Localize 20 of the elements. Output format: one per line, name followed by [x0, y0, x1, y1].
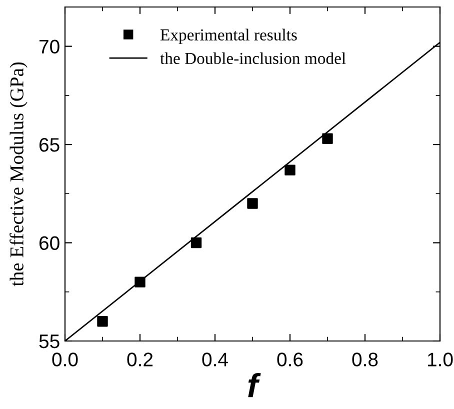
y-tick-label: 70 [40, 40, 60, 54]
legend-label: Experimental results [160, 28, 297, 44]
x-tick-label: 0.6 [277, 352, 303, 366]
y-tick-label: 55 [39, 334, 60, 348]
x-tick-label: 1.0 [428, 352, 453, 366]
point [322, 133, 333, 144]
point [190, 237, 202, 248]
x-tick-label: 0.8 [352, 352, 378, 366]
point [284, 164, 296, 176]
x-tick-label: 0.4 [202, 352, 228, 366]
point [247, 198, 258, 209]
x-tick-label: 0.0 [52, 352, 78, 366]
legend-label: the Double-inclusion model [160, 52, 346, 64]
point [97, 316, 108, 327]
x-axis-title: f [248, 373, 261, 398]
x-tick-label: 0.2 [127, 352, 153, 366]
y-tick-label: 65 [40, 138, 60, 152]
y-tick-label: 60 [40, 236, 60, 250]
point [134, 276, 146, 288]
y-axis-title: the Effective Modulus (GPa) [10, 62, 28, 286]
